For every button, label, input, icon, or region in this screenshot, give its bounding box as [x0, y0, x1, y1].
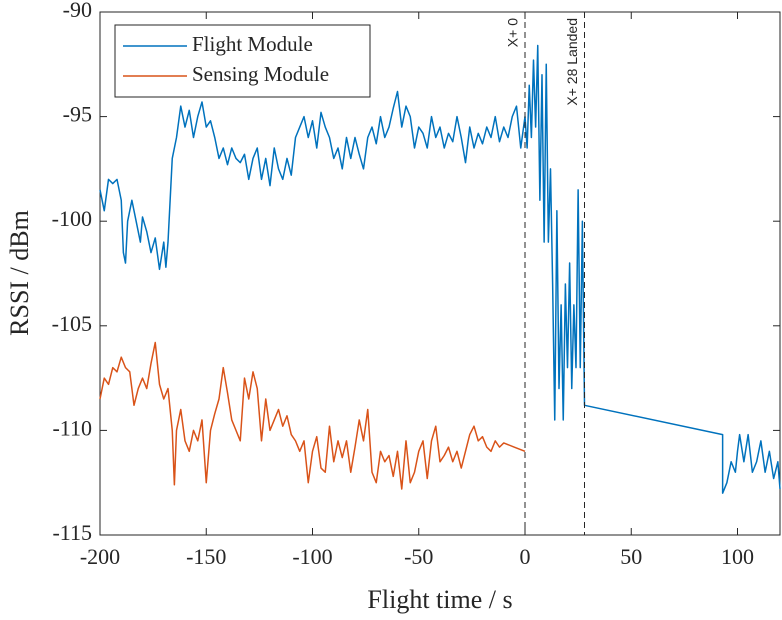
y-tick-label: -110: [52, 415, 92, 440]
x-tick-label: 0: [520, 544, 531, 569]
x-tick-label: 50: [620, 544, 642, 569]
plot-frame: [99, 11, 781, 536]
x-tick-label: -50: [404, 544, 433, 569]
x-tick-label: -150: [186, 544, 226, 569]
y-tick-label: -95: [63, 102, 92, 127]
annotation-label: X+ 0: [505, 18, 521, 47]
y-tick-label: -115: [52, 520, 92, 545]
y-tick-label: -100: [52, 206, 92, 231]
x-axis-label: Flight time / s: [367, 585, 512, 614]
y-tick-label: -105: [52, 311, 92, 336]
data-line: [99, 44, 781, 494]
legend-label: Flight Module: [192, 32, 313, 56]
legend-box: [114, 24, 371, 98]
legend-label: Sensing Module: [192, 62, 329, 86]
x-tick-label: -100: [292, 544, 332, 569]
y-tick-label: -90: [63, 0, 92, 22]
legend: Flight Module Sensing Module: [114, 24, 371, 98]
annotation-label: X+ 28 Landed: [564, 18, 580, 106]
y-axis-label: RSSI / dBm: [5, 210, 34, 336]
x-tick-label: 100: [721, 544, 754, 569]
x-tick-label: -200: [80, 544, 120, 569]
data-line: [99, 341, 526, 490]
